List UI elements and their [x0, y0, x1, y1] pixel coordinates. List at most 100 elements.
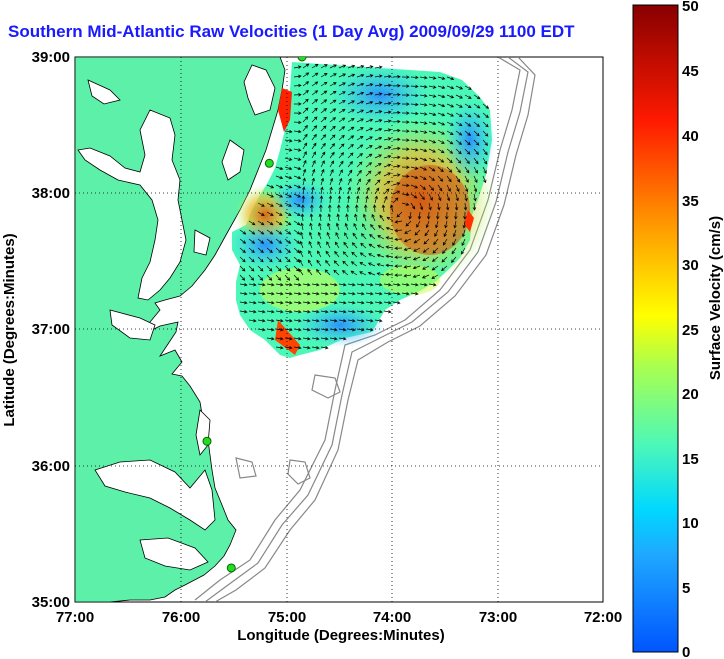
velocity-arrow: [454, 202, 459, 211]
velocity-arrow: [392, 282, 401, 287]
velocity-arrow: [434, 229, 439, 237]
velocity-arrow: [257, 229, 265, 235]
velocity-arrow: [293, 336, 302, 341]
velocity-arrow: [311, 90, 319, 96]
velocity-arrow: [437, 112, 446, 117]
velocity-arrow: [302, 81, 310, 87]
velocity-arrow: [464, 112, 472, 118]
velocity-arrow: [293, 184, 302, 189]
velocity-arrow: [329, 73, 337, 78]
velocity-arrow: [401, 138, 410, 142]
velocity-arrow: [319, 204, 323, 213]
velocity-arrow: [401, 111, 410, 115]
velocity-arrow: [374, 136, 383, 141]
velocity-arrow: [341, 270, 349, 276]
velocity-arrow: [293, 202, 301, 207]
velocity-arrow: [293, 120, 302, 125]
velocity-arrow: [394, 237, 403, 242]
velocity-arrow: [284, 336, 293, 341]
velocity-arrow: [311, 133, 317, 141]
velocity-arrow: [360, 242, 367, 249]
velocity-arrow: [452, 229, 457, 238]
velocity-arrow: [329, 108, 337, 114]
velocity-arrow: [325, 259, 331, 267]
velocity-arrow: [464, 175, 469, 183]
velocity-arrow: [311, 63, 319, 69]
velocity-arrow: [437, 139, 445, 144]
velocity-arrow: [338, 134, 345, 141]
velocity-arrow: [423, 238, 430, 245]
velocity-arrow: [410, 184, 419, 189]
velocity-arrow: [374, 300, 383, 305]
velocity-arrow: [309, 213, 314, 222]
velocity-arrow: [428, 202, 432, 211]
velocity-arrow: [422, 247, 430, 253]
velocity-arrow: [302, 309, 311, 314]
velocity-arrow: [403, 274, 412, 278]
velocity-arrow: [410, 282, 419, 287]
velocity-arrow: [383, 119, 392, 123]
velocity-arrow: [320, 345, 329, 350]
velocity-arrow: [401, 291, 410, 296]
velocity-arrow: [284, 229, 292, 235]
velocity-arrow: [482, 175, 487, 184]
station-marker: [202, 436, 212, 446]
velocity-arrow: [410, 129, 419, 134]
velocity-arrow: [426, 211, 431, 220]
velocity-arrow: [347, 100, 355, 105]
velocity-arrow: [338, 82, 346, 87]
velocity-arrow: [284, 175, 293, 180]
velocity-arrow: [437, 166, 444, 173]
velocity-arrow: [248, 256, 255, 263]
velocity-arrow: [473, 103, 481, 109]
velocity-arrow: [356, 309, 365, 314]
velocity-arrow: [464, 166, 470, 174]
velocity-arrow: [374, 282, 383, 287]
velocity-arrow: [308, 240, 313, 249]
velocity-arrow: [293, 83, 302, 88]
velocity-arrow: [248, 309, 257, 314]
velocity-arrow: [401, 183, 410, 188]
velocity-arrow: [293, 211, 301, 216]
velocity-arrow: [308, 250, 313, 258]
velocity-arrow: [266, 229, 274, 235]
velocity-arrow: [374, 179, 381, 186]
velocity-arrow: [266, 193, 274, 198]
velocity-arrow: [431, 265, 439, 271]
velocity-arrow: [383, 146, 392, 150]
velocity-arrow: [385, 236, 394, 240]
velocity-arrow: [311, 99, 318, 105]
velocity-arrow: [422, 256, 430, 262]
velocity-arrow: [374, 101, 383, 105]
x-tick-label: 73:00: [479, 609, 517, 626]
velocity-arrow: [327, 213, 332, 222]
velocity-arrow: [347, 178, 352, 186]
velocity-arrow: [311, 81, 319, 87]
velocity-arrow: [435, 220, 439, 229]
velocity-arrow: [293, 65, 302, 69]
velocity-arrow: [356, 327, 365, 332]
velocity-arrow: [383, 163, 392, 168]
velocity-arrow: [324, 269, 331, 276]
velocity-arrow: [392, 137, 401, 142]
velocity-arrow: [347, 64, 356, 69]
velocity-arrow: [338, 73, 347, 78]
velocity-arrow: [473, 184, 478, 193]
velocity-arrow: [347, 118, 355, 123]
velocity-arrow: [419, 166, 428, 171]
velocity-arrow: [293, 247, 300, 254]
velocity-arrow: [301, 195, 306, 204]
velocity-arrow: [275, 184, 284, 189]
velocity-arrow: [394, 220, 403, 224]
velocity-arrow: [338, 177, 343, 186]
velocity-arrow: [275, 193, 283, 198]
velocity-arrow: [347, 126, 355, 132]
velocity-arrow: [462, 220, 466, 229]
velocity-arrow: [446, 157, 453, 164]
velocity-arrow: [365, 300, 374, 305]
velocity-arrow: [446, 85, 455, 90]
y-axis: 39:00 38:00 37:00 36:00 35:00 Latitude (…: [1, 49, 70, 611]
velocity-arrow: [455, 166, 461, 174]
velocity-arrow: [446, 166, 453, 173]
velocity-arrow: [320, 168, 325, 177]
